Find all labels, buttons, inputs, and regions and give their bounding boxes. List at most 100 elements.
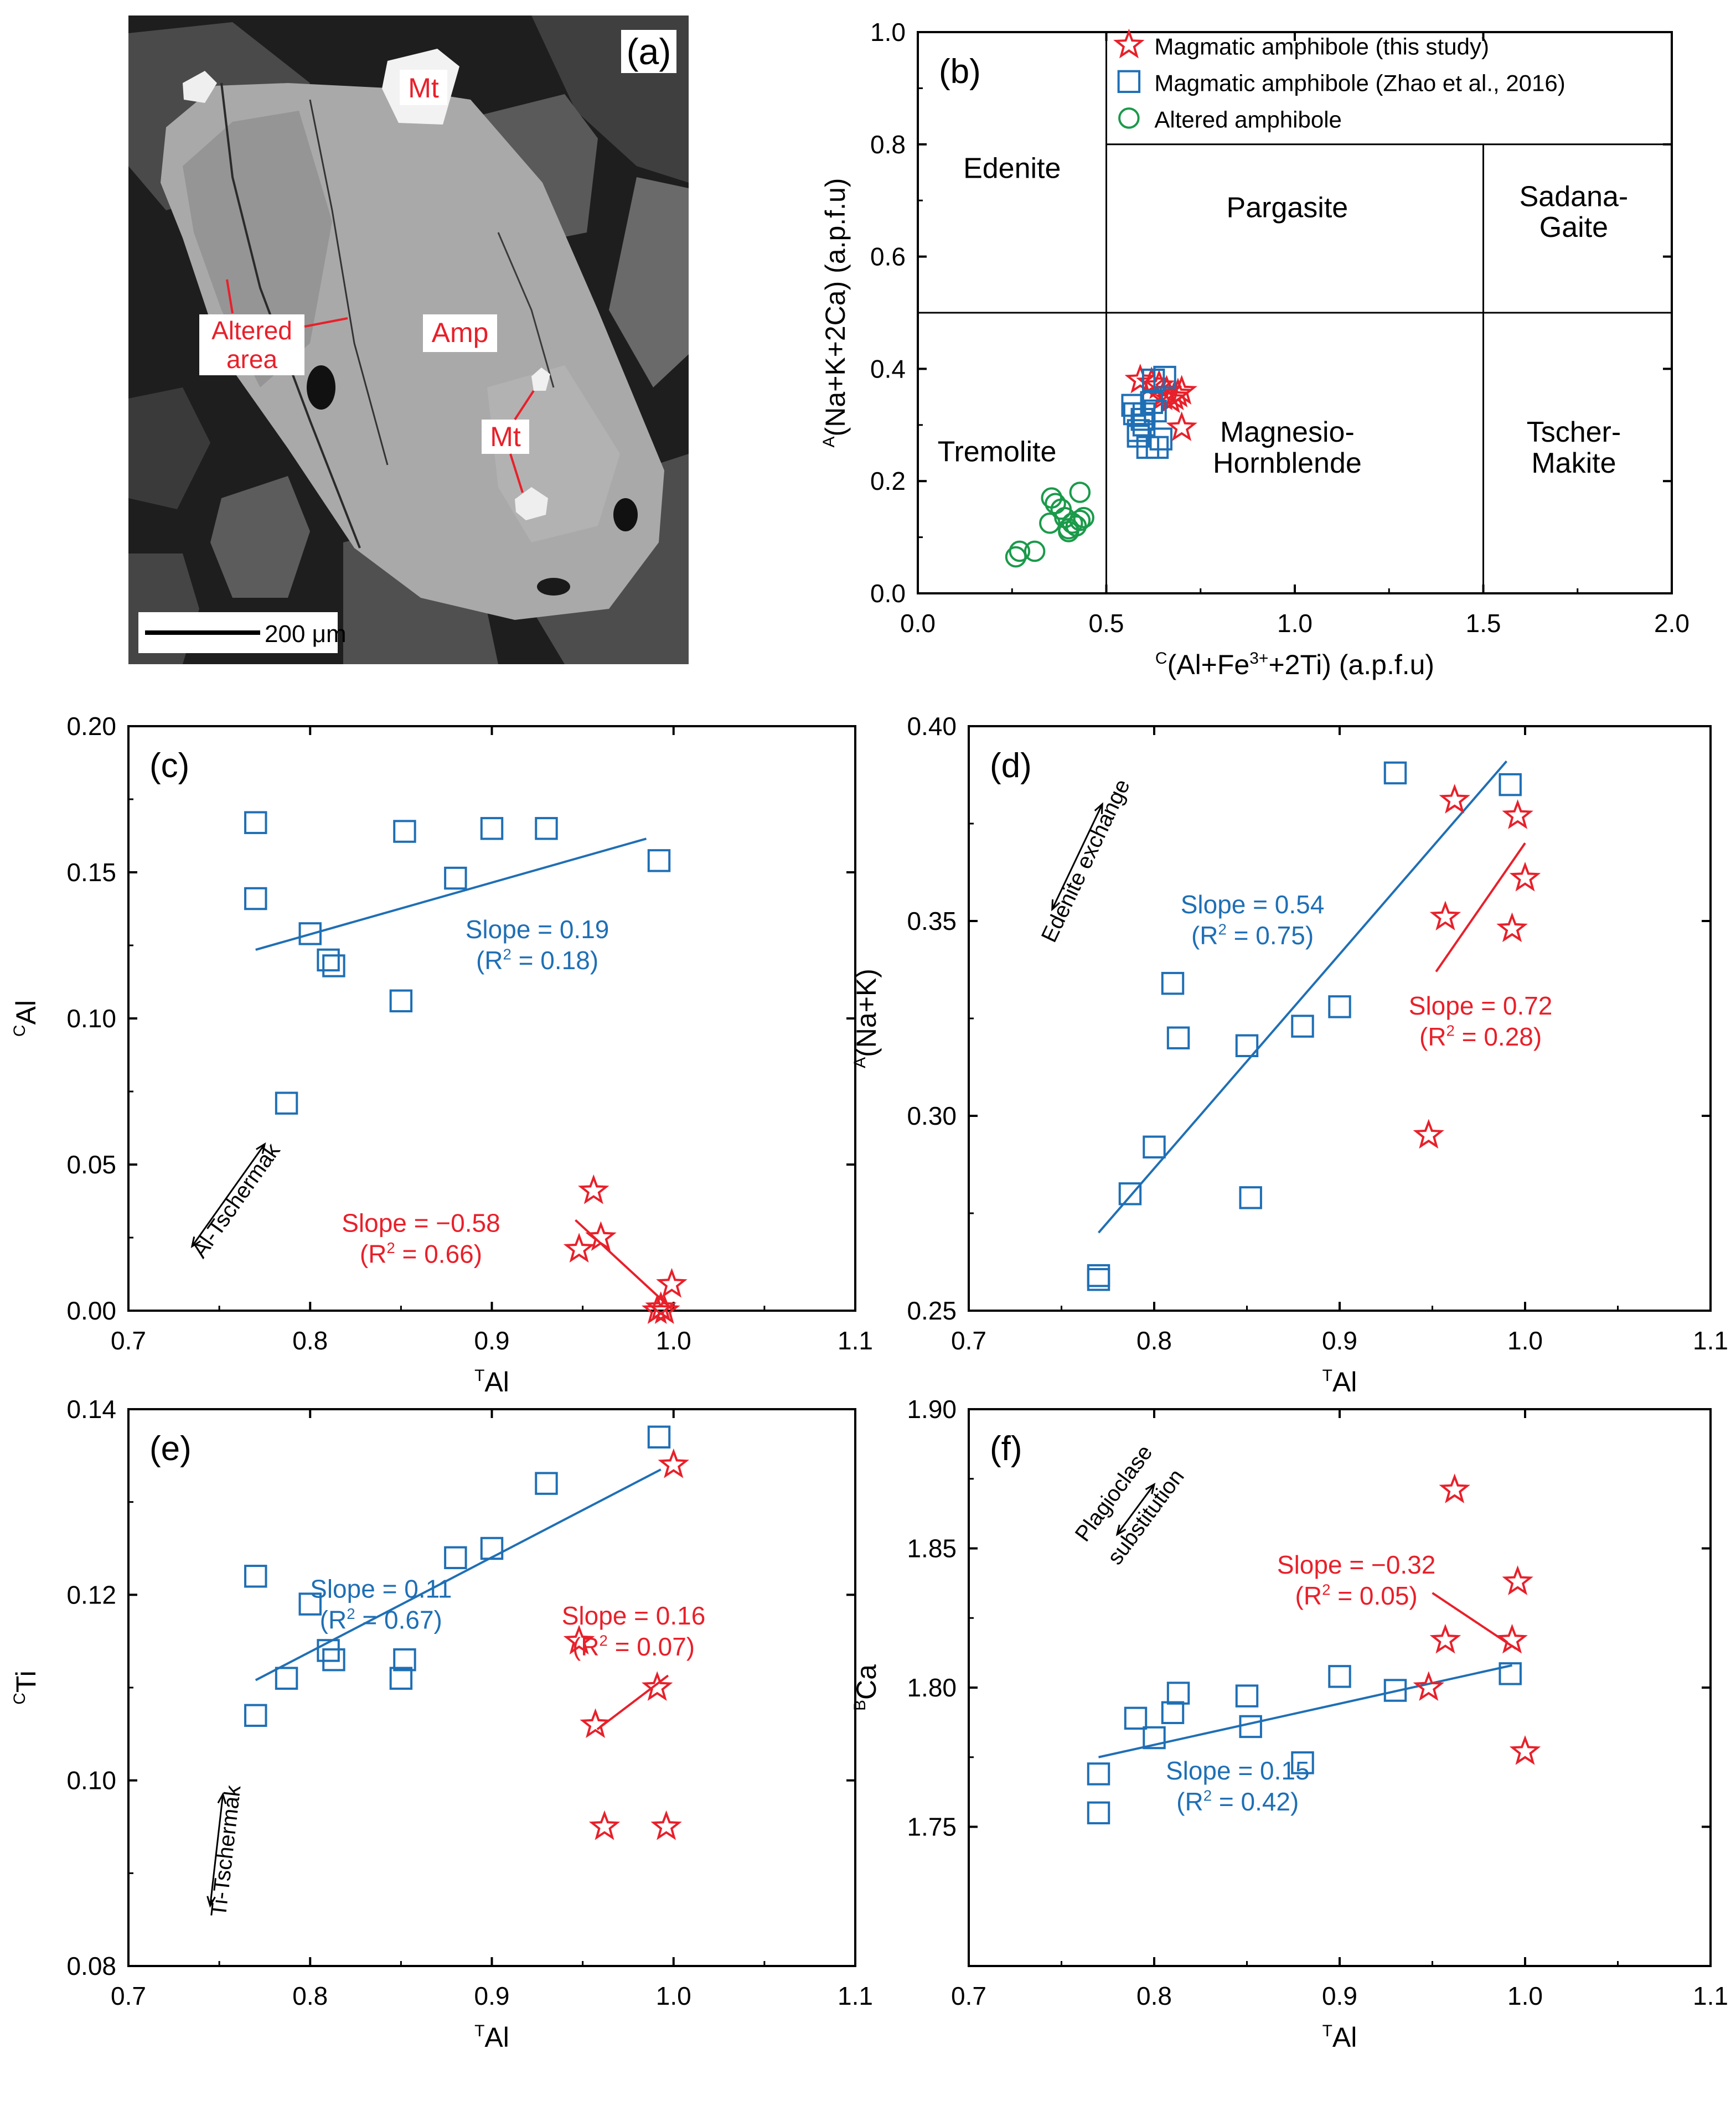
x-tick-label: 0.9 — [474, 1982, 510, 2010]
data-point — [1143, 1135, 1166, 1159]
data-point — [298, 1592, 322, 1616]
sem-grain — [609, 177, 689, 387]
x-tick-label: 0.8 — [1136, 1326, 1172, 1355]
x-axis-label-b-part: +2Ti) (a.p.f.u) — [1268, 649, 1434, 680]
x-tick-label: 1.5 — [1466, 609, 1501, 638]
y-axis-label-c-part: C — [11, 1025, 29, 1037]
fit-r2-label-part: 2 — [599, 1632, 607, 1649]
fit-slope-label: Slope = 0.11 — [310, 1574, 452, 1603]
y-tick-label: 1.85 — [907, 1534, 957, 1563]
data-point — [1502, 799, 1533, 829]
data-point — [393, 1648, 416, 1672]
fit-slope-label: Slope = 0.19 — [466, 915, 609, 944]
x-axis-label-c: TAl — [474, 1367, 509, 1398]
data-point — [1124, 1706, 1148, 1730]
sem-label-box — [423, 314, 497, 352]
y-tick-label: 0.35 — [907, 907, 957, 935]
fit-r2-label-part: = 0.66) — [395, 1239, 482, 1268]
data-point — [480, 1536, 504, 1560]
y-tick-label: 0.15 — [66, 858, 116, 887]
data-point — [1069, 482, 1091, 503]
field-label: Sadana- — [1520, 180, 1629, 213]
x-axis-label-c-part: T — [474, 1367, 484, 1385]
annotation-arrow-head — [217, 1792, 227, 1804]
x-tick-label: 0.8 — [292, 1326, 328, 1355]
fit-r2-label-part: 2 — [503, 945, 512, 963]
data-point — [1383, 1679, 1407, 1702]
data-point — [1058, 521, 1079, 542]
y-tick-label: 0.2 — [870, 467, 906, 495]
field-label: Edenite — [963, 153, 1061, 185]
data-point — [535, 817, 558, 840]
x-tick-label: 0.9 — [1322, 1326, 1357, 1355]
x-axis-label-d-part: T — [1322, 1367, 1332, 1385]
x-tick-label: 0.7 — [951, 1982, 986, 2010]
fit-r2-label-part: 2 — [1322, 1581, 1330, 1598]
x-axis-label-d-part: Al — [1332, 1367, 1357, 1398]
data-point — [1166, 1026, 1190, 1049]
data-point — [480, 817, 504, 840]
data-point — [393, 820, 416, 843]
data-point — [244, 887, 267, 910]
x-tick-label: 1.0 — [1277, 609, 1313, 638]
data-point — [1143, 1726, 1166, 1750]
y-tick-label: 0.12 — [66, 1580, 116, 1609]
data-point — [563, 1233, 595, 1263]
field-label: Magnesio- — [1220, 416, 1355, 448]
fit-line — [1098, 1664, 1512, 1758]
sem-pit — [307, 365, 335, 410]
fit-r2-label-part: (R — [476, 946, 503, 975]
data-point — [1502, 1565, 1533, 1595]
y-axis-label-d-part: A — [851, 1057, 869, 1068]
data-point — [275, 1667, 298, 1690]
sem-crack — [220, 82, 361, 549]
x-axis-label-e: TAl — [474, 2022, 509, 2053]
magnetite-grain — [183, 71, 217, 103]
x-axis-label-b-part: 3+ — [1249, 649, 1268, 668]
fit-slope-label: Slope = 0.72 — [1409, 991, 1553, 1020]
y-axis-label-c-part: Al — [11, 1000, 42, 1025]
y-tick-label: 0.10 — [66, 1766, 116, 1795]
data-point — [647, 849, 671, 872]
scale-bar-label: 200 μm — [265, 620, 347, 648]
panel-a-sem-image: (a) Mt Altered area Amp Mt 200 μm — [128, 15, 689, 664]
sem-label-box — [400, 70, 447, 105]
x-axis-label-e-part: T — [474, 2022, 484, 2040]
data-point — [1149, 427, 1172, 451]
y-tick-label: 0.0 — [870, 579, 906, 608]
x-tick-label: 1.0 — [656, 1326, 691, 1355]
data-point — [444, 866, 467, 890]
x-tick-label: 1.1 — [1693, 1982, 1728, 2010]
data-point — [244, 1704, 267, 1727]
magnetite-grain — [515, 487, 548, 520]
data-point — [1291, 1015, 1314, 1038]
data-point — [1132, 402, 1156, 426]
magnetite-grain — [531, 368, 550, 391]
y-tick-label: 0.4 — [870, 354, 906, 383]
y-tick-label: 1.75 — [907, 1813, 957, 1841]
field-label: Makite — [1531, 447, 1616, 479]
y-axis-label-b: A(Na+K+2Ca) (a.p.f.u) — [820, 178, 851, 448]
annotation-arrow-head — [1051, 899, 1061, 912]
fit-r2-label-part: (R — [360, 1239, 387, 1268]
panel-label-c: (c) — [149, 747, 189, 785]
data-point — [244, 811, 267, 834]
data-point — [588, 1810, 621, 1840]
sem-grain — [128, 387, 210, 509]
y-axis-label-b-part: A — [820, 436, 838, 447]
data-point — [1439, 1473, 1470, 1503]
sem-leader-line — [509, 453, 524, 493]
annotation-arrow-head — [206, 1896, 216, 1908]
y-axis-label-e: CTi — [11, 1670, 42, 1704]
annotation-arrow-head — [1115, 1524, 1127, 1536]
fit-r2-label: (R2 = 0.42) — [1176, 1787, 1299, 1816]
data-point — [1429, 901, 1461, 931]
data-point — [1087, 1264, 1110, 1287]
field-label: Gaite — [1539, 211, 1608, 244]
y-axis-label-f-part: Ca — [851, 1664, 882, 1700]
fit-r2-label-part: = 0.18) — [512, 946, 598, 975]
sem-crack — [309, 99, 389, 465]
data-point — [563, 1624, 595, 1655]
y-axis-label-f: BCa — [851, 1664, 882, 1711]
y-axis-label-b-part: (Na+K+2Ca) (a.p.f.u) — [820, 178, 851, 437]
